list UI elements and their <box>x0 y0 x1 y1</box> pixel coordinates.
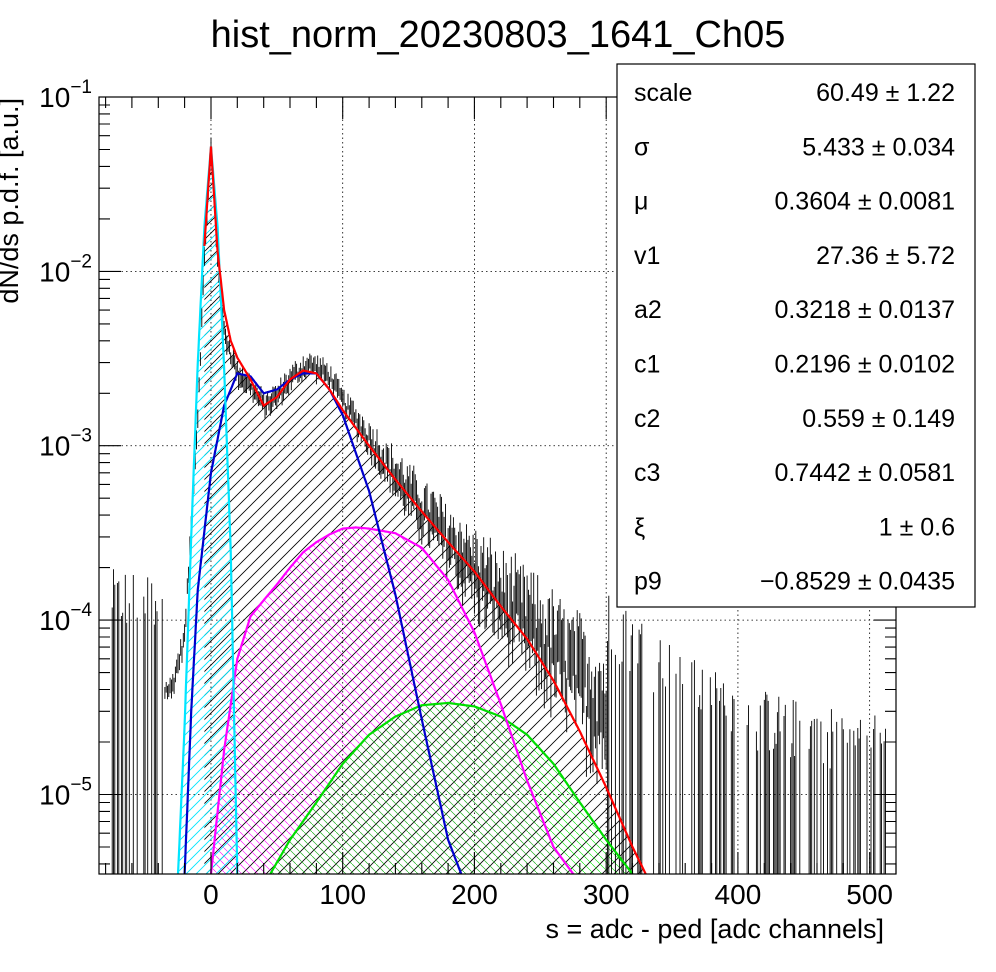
stats-rows: scale 60.49 ± 1.22 σ 5.433 ± 0.034 μ 0.3604 ±… <box>634 79 955 596</box>
stats-name-7: c3 <box>634 459 660 487</box>
stats-name-3: v1 <box>634 242 660 270</box>
stats-box: scale 60.49 ± 1.22 σ 5.433 ± 0.034 μ 0.3604 ±… <box>616 63 976 608</box>
stats-name-2: μ <box>634 188 648 216</box>
three-pe-fill <box>270 702 633 874</box>
histogram-error-bars <box>111 137 886 874</box>
y-axis-tick-labels: 10−1 10−2 10−3 10−4 10−5 <box>39 77 92 811</box>
stats-value-3: 27.36 ± 5.72 <box>816 242 955 270</box>
stats-name-0: scale <box>634 79 692 107</box>
stats-name-5: c1 <box>634 351 660 379</box>
stats-name-6: c2 <box>634 405 660 433</box>
stats-value-2: 0.3604 ± 0.0081 <box>774 188 955 216</box>
stats-value-0: 60.49 ± 1.22 <box>816 79 955 107</box>
x-tick-label-1: 100 <box>319 879 366 910</box>
x-tick-label-3: 300 <box>583 879 630 910</box>
stats-value-5: 0.2196 ± 0.0102 <box>774 351 955 379</box>
fit-curves <box>176 146 647 874</box>
three-pe-curve <box>269 701 634 874</box>
stats-value-8: 1 ± 0.6 <box>879 513 955 541</box>
y-tick-label-2: 10−3 <box>39 426 92 462</box>
total-fit-curve <box>203 146 647 874</box>
y-tick-label-0: 10−1 <box>39 77 92 113</box>
two-pe-curve <box>209 526 575 874</box>
stats-name-9: p9 <box>634 568 662 596</box>
stats-value-9: −0.8529 ± 0.0435 <box>760 568 955 596</box>
x-tick-label-4: 400 <box>715 879 762 910</box>
x-tick-label-2: 200 <box>451 879 498 910</box>
y-axis-label: dN/ds p.d.f. [a.u.] <box>0 98 24 304</box>
stats-value-7: 0.7442 ± 0.0581 <box>774 459 955 487</box>
stats-value-6: 0.559 ± 0.149 <box>802 405 955 433</box>
y-tick-label-4: 10−5 <box>39 775 92 811</box>
y-tick-label-1: 10−2 <box>39 251 92 287</box>
stats-name-4: a2 <box>634 296 662 324</box>
x-axis-tick-labels: 0 100 200 300 400 500 <box>203 879 893 910</box>
stats-name-8: ξ <box>634 513 645 541</box>
y-tick-label-3: 10−4 <box>39 600 92 636</box>
x-axis-label: s = adc - ped [adc channels] <box>546 914 884 944</box>
chart-title: hist_norm_20230803_1641_Ch05 <box>211 14 786 56</box>
x-tick-label-5: 500 <box>846 879 893 910</box>
data-histogram <box>111 137 886 874</box>
stats-value-4: 0.3218 ± 0.0137 <box>774 296 955 324</box>
x-tick-label-0: 0 <box>203 879 219 910</box>
stats-box-frame <box>616 63 976 608</box>
stats-value-1: 5.433 ± 0.034 <box>802 133 955 161</box>
stats-name-1: σ <box>634 133 650 161</box>
